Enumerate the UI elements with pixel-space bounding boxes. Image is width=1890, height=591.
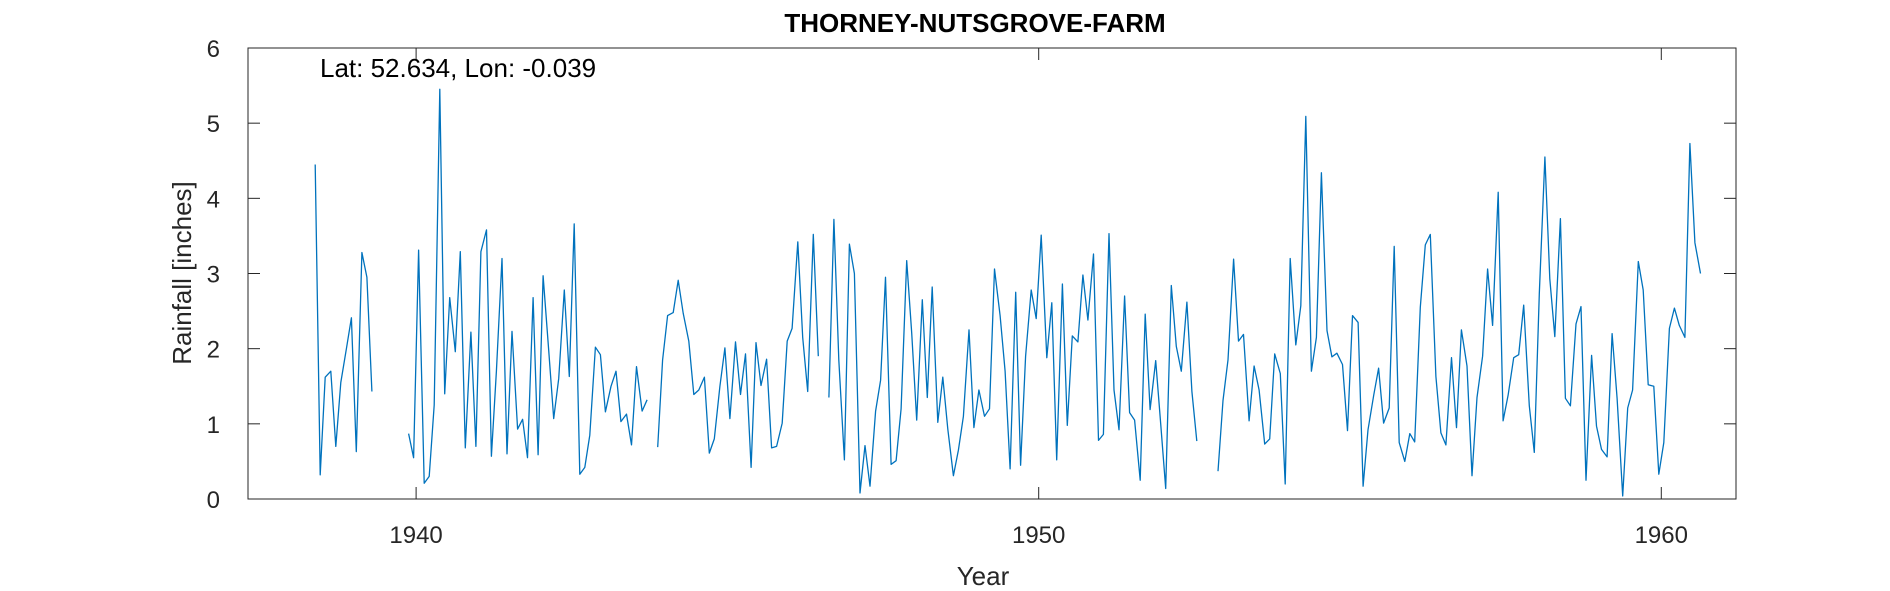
chart-title: THORNEY-NUTSGROVE-FARM xyxy=(784,8,1165,38)
y-tick-label: 2 xyxy=(207,337,220,364)
x-tick-label: 1950 xyxy=(1012,522,1065,549)
y-tick-label: 3 xyxy=(207,262,220,289)
rainfall-series-line xyxy=(828,218,1198,494)
rainfall-series-line xyxy=(314,164,373,476)
y-tick-labels: 0 1 2 3 4 5 6 xyxy=(207,36,220,514)
y-tick-label: 6 xyxy=(207,36,220,63)
rainfall-series-line xyxy=(407,88,648,484)
rainfall-series-line xyxy=(1217,115,1702,497)
plot-area xyxy=(247,47,1737,500)
y-tick-label: 4 xyxy=(207,186,220,213)
rainfall-series-line xyxy=(657,233,819,469)
y-tick-label: 5 xyxy=(207,111,220,138)
x-tick-label: 1960 xyxy=(1635,522,1688,549)
location-annotation: Lat: 52.634, Lon: -0.039 xyxy=(320,53,596,83)
y-tick-label: 1 xyxy=(207,412,220,439)
y-axis-label: Rainfall [inches] xyxy=(167,181,197,365)
x-axis-label: Year xyxy=(957,561,1010,591)
series-group xyxy=(314,88,1702,497)
x-tick-label: 1940 xyxy=(389,522,442,549)
y-tick-label: 0 xyxy=(207,487,220,514)
x-tick-labels: 1940 1950 1960 xyxy=(389,522,1688,549)
axis-ticks xyxy=(248,47,1736,500)
